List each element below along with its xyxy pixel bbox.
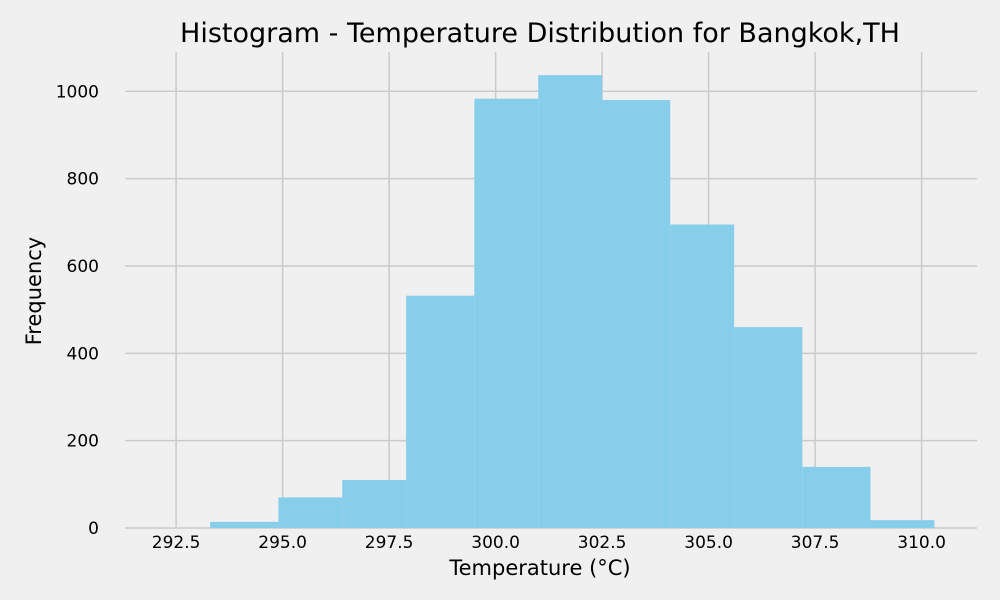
histogram-bar [870,520,935,528]
x-tick-label: 310.0 [897,533,946,553]
chart-title: Histogram - Temperature Distribution for… [180,18,900,49]
x-tick-label: 307.5 [791,533,840,553]
x-tick-label: 300.0 [471,533,520,553]
histogram-bar [802,466,871,528]
y-tick-label: 0 [88,519,99,539]
x-tick-label: 305.0 [684,533,733,553]
y-tick-label: 400 [67,344,99,364]
y-tick-label: 200 [67,432,99,452]
histogram-bar [210,521,279,528]
histogram-bar [406,295,475,528]
x-tick-label: 292.5 [152,533,201,553]
y-axis-ticks: 0 200 400 600 800 1000 [56,82,99,539]
histogram-bar [734,327,803,528]
y-tick-label: 600 [67,257,99,277]
x-tick-label: 295.0 [258,533,307,553]
x-axis-ticks: 292.5 295.0 297.5 300.0 302.5 305.0 307.5 310.0 [152,533,946,553]
y-tick-label: 1000 [56,82,99,102]
histogram-bars [210,75,935,529]
x-axis-label: Temperature (°C) [448,556,630,580]
y-tick-label: 800 [67,170,99,190]
histogram-bar [538,75,603,528]
x-tick-label: 302.5 [578,533,627,553]
y-axis-label: Frequency [22,237,46,346]
histogram-bar [278,497,343,528]
histogram-bar [474,98,539,528]
histogram-bar [602,100,671,529]
histogram-bar [342,479,407,528]
histogram-bar [670,224,735,528]
x-tick-label: 297.5 [365,533,414,553]
